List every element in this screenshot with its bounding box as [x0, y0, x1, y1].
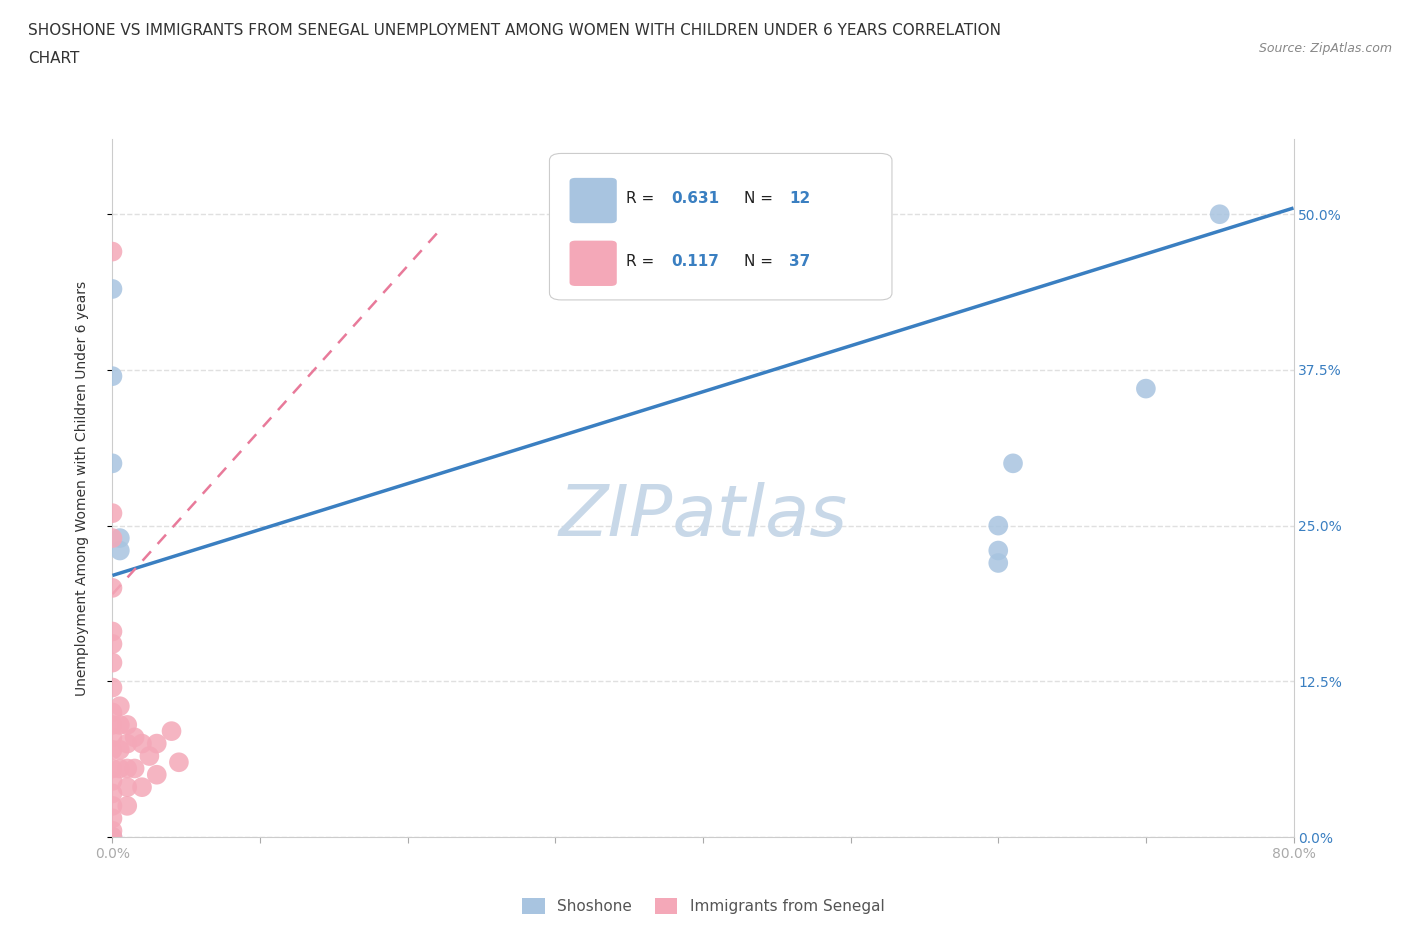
Point	[138, 749, 160, 764]
Text: R =: R =	[626, 254, 659, 269]
Point	[101, 531, 124, 546]
Text: R =: R =	[626, 192, 659, 206]
Point	[146, 737, 169, 751]
Y-axis label: Unemployment Among Women with Children Under 6 years: Unemployment Among Women with Children U…	[75, 281, 89, 696]
Text: SHOSHONE VS IMMIGRANTS FROM SENEGAL UNEMPLOYMENT AMONG WOMEN WITH CHILDREN UNDER: SHOSHONE VS IMMIGRANTS FROM SENEGAL UNEM…	[28, 23, 1001, 38]
Point	[101, 680, 124, 695]
FancyBboxPatch shape	[569, 178, 617, 223]
Point	[101, 368, 124, 383]
Point	[108, 742, 131, 757]
Text: N =: N =	[744, 254, 778, 269]
Point	[131, 779, 153, 794]
Text: 0.631: 0.631	[671, 192, 720, 206]
Point	[101, 580, 124, 595]
Point	[987, 518, 1010, 533]
Point	[108, 761, 131, 776]
Point	[101, 774, 124, 789]
Point	[987, 555, 1010, 570]
FancyBboxPatch shape	[569, 241, 617, 286]
Point	[101, 282, 124, 297]
Point	[117, 737, 138, 751]
Point	[101, 830, 124, 844]
Point	[124, 730, 146, 745]
Point	[1208, 206, 1232, 221]
Text: ZIPatlas: ZIPatlas	[558, 482, 848, 551]
Point	[101, 830, 124, 844]
Text: 37: 37	[789, 254, 810, 269]
Point	[101, 786, 124, 801]
Text: Source: ZipAtlas.com: Source: ZipAtlas.com	[1258, 42, 1392, 55]
Point	[987, 543, 1010, 558]
Text: 0.117: 0.117	[671, 254, 718, 269]
Point	[101, 624, 124, 639]
Point	[108, 531, 131, 546]
Point	[108, 717, 131, 732]
Point	[108, 543, 131, 558]
Point	[101, 506, 124, 521]
Point	[160, 724, 183, 738]
FancyBboxPatch shape	[550, 153, 891, 300]
Point	[117, 779, 138, 794]
Point	[101, 742, 124, 757]
Point	[101, 799, 124, 814]
Point	[101, 717, 124, 732]
Point	[117, 799, 138, 814]
Point	[124, 761, 146, 776]
Text: 12: 12	[789, 192, 810, 206]
Point	[101, 245, 124, 259]
Point	[167, 755, 190, 770]
Point	[131, 737, 153, 751]
Point	[101, 456, 124, 471]
Text: N =: N =	[744, 192, 778, 206]
Legend: Shoshone, Immigrants from Senegal: Shoshone, Immigrants from Senegal	[516, 892, 890, 920]
Point	[117, 761, 138, 776]
Point	[101, 823, 124, 838]
Point	[101, 705, 124, 720]
Point	[146, 767, 169, 782]
Point	[101, 761, 124, 776]
Point	[101, 730, 124, 745]
Point	[101, 656, 124, 671]
Point	[101, 636, 124, 651]
Point	[101, 811, 124, 826]
Point	[1135, 381, 1157, 396]
Point	[117, 717, 138, 732]
Point	[108, 698, 131, 713]
Text: CHART: CHART	[28, 51, 80, 66]
Point	[1001, 456, 1024, 471]
